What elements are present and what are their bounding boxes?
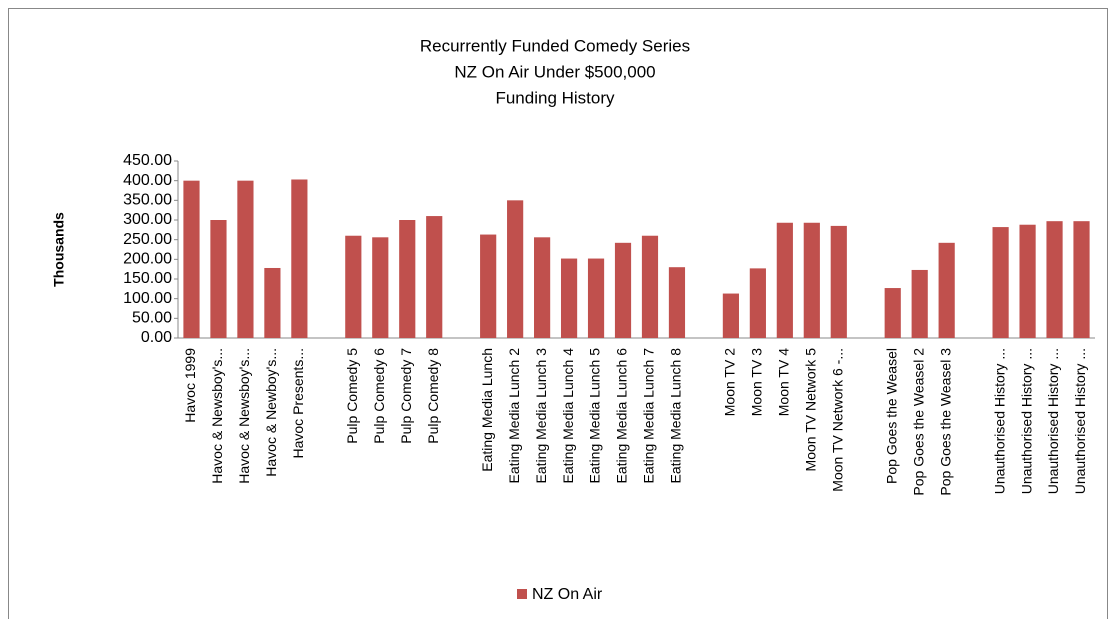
- bar: [560, 258, 578, 338]
- chart-title: Funding History: [495, 88, 615, 107]
- x-tick-label: Unauthorised History ...: [1018, 348, 1034, 494]
- bar: [1046, 221, 1063, 338]
- bar: [803, 222, 820, 338]
- x-tick-label: Unauthorised History ...: [1045, 348, 1061, 494]
- x-tick-label: Moon TV Network 5: [803, 348, 819, 472]
- bar: [534, 237, 551, 338]
- x-tick-label: Eating Media Lunch 2: [506, 348, 522, 484]
- x-tick-label: Pulp Comedy 8: [425, 348, 441, 444]
- bar: [480, 234, 497, 338]
- x-tick-label: Havoc & Newsboy's...: [209, 348, 225, 484]
- chart-border: [8, 8, 1108, 619]
- legend-swatch: [517, 589, 527, 599]
- x-tick-label: Moon TV Network 6 -...: [829, 348, 845, 492]
- x-tick-label: Pulp Comedy 6: [371, 348, 387, 444]
- x-tick-label: Pop Goes the Weasel 2: [910, 348, 926, 496]
- y-tick-label: 100.00: [123, 290, 172, 307]
- bar: [884, 288, 901, 338]
- y-tick-label: 400.00: [123, 172, 172, 189]
- y-tick-label: 450.00: [123, 152, 172, 169]
- x-tick-label: Eating Media Lunch 4: [560, 348, 576, 484]
- x-tick-label: Eating Media Lunch 6: [614, 348, 630, 484]
- x-tick-label: Eating Media Lunch 7: [641, 348, 657, 484]
- y-tick-label: 250.00: [123, 231, 172, 248]
- x-tick-label: Unauthorised History ...: [1072, 348, 1088, 494]
- bar: [1019, 224, 1036, 338]
- x-tick-label: Unauthorised History ...: [991, 348, 1007, 494]
- x-tick-label: Eating Media Lunch 8: [668, 348, 684, 484]
- x-tick-label: Pop Goes the Weasel: [883, 348, 899, 484]
- x-tick-label: Eating Media Lunch: [479, 348, 495, 472]
- bar: [992, 227, 1009, 338]
- y-tick-label: 200.00: [123, 251, 172, 268]
- bar: [641, 235, 659, 338]
- legend-label: NZ On Air: [532, 586, 603, 603]
- bar: [911, 269, 928, 338]
- x-tick-label: Havoc 1999: [182, 348, 198, 423]
- bar: [1073, 221, 1090, 338]
- y-tick-label: 300.00: [123, 211, 172, 228]
- x-tick-label: Havoc Presents...: [290, 348, 306, 459]
- x-tick-label: Eating Media Lunch 3: [533, 348, 549, 484]
- bar: [749, 268, 766, 338]
- x-tick-label: Eating Media Lunch 5: [587, 348, 603, 484]
- y-tick-label: 50.00: [132, 310, 172, 327]
- chart-title: Recurrently Funded Comedy Series: [420, 36, 690, 55]
- bar: [776, 222, 793, 338]
- x-tick-label: Moon TV 3: [749, 348, 765, 416]
- bar: [507, 200, 524, 338]
- x-tick-label: Pop Goes the Weasel 3: [937, 348, 953, 496]
- bar: [210, 220, 227, 338]
- x-tick-label: Pulp Comedy 7: [398, 348, 414, 444]
- bar: [722, 293, 739, 338]
- bar: [264, 267, 281, 338]
- x-tick-label: Havoc & Newsboy's...: [236, 348, 252, 484]
- bar: [830, 225, 847, 338]
- chart-title: NZ On Air Under $500,000: [454, 62, 655, 81]
- bar: [183, 180, 200, 338]
- x-tick-label: Moon TV 2: [722, 348, 738, 416]
- bar: [237, 180, 254, 338]
- y-tick-label: 0.00: [141, 329, 172, 346]
- x-tick-label: Havoc & Newboy's...: [263, 348, 279, 477]
- bar: [372, 237, 389, 338]
- y-axis-title: Thousands: [51, 212, 67, 287]
- bar: [938, 242, 955, 338]
- y-tick-label: 150.00: [123, 270, 172, 287]
- x-tick-label: Moon TV 4: [776, 348, 792, 416]
- x-tick-label: Pulp Comedy 5: [344, 348, 360, 444]
- bar: [614, 242, 632, 338]
- bar: [399, 220, 416, 338]
- bar: [291, 179, 308, 338]
- bar: [426, 216, 443, 338]
- bar: [587, 258, 605, 338]
- bar: [668, 267, 686, 338]
- y-tick-label: 350.00: [123, 192, 172, 209]
- bar: [345, 235, 362, 338]
